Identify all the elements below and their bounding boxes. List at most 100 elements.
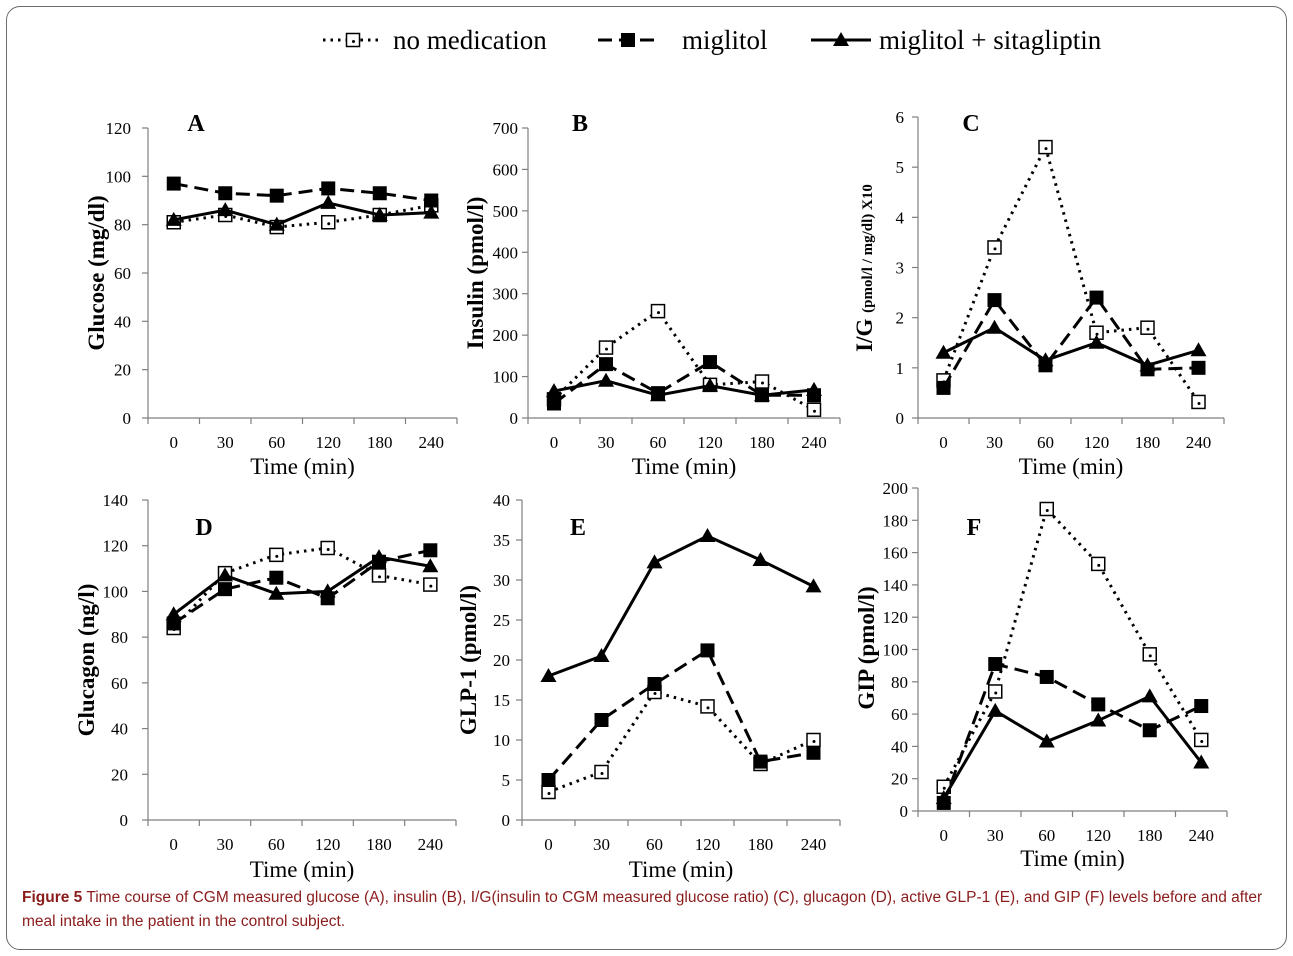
y-tick-label: 0 — [510, 409, 519, 428]
series-2 — [166, 543, 438, 631]
data-point — [1191, 360, 1206, 375]
data-point — [166, 176, 181, 191]
y-tick-label: 40 — [114, 312, 131, 331]
series-2 — [936, 657, 1209, 810]
data-point — [320, 540, 335, 556]
data-point — [754, 374, 770, 389]
data-point — [593, 648, 610, 662]
data-point — [319, 583, 336, 598]
data-point — [936, 380, 951, 395]
data-point — [268, 585, 285, 600]
x-tick-label: 240 — [801, 835, 827, 854]
series-line — [172, 546, 431, 630]
x-tick-label: 120 — [315, 835, 341, 854]
data-point — [935, 344, 952, 359]
data-point — [988, 657, 1003, 672]
data-point — [1190, 342, 1207, 357]
data-point — [269, 547, 284, 563]
panel-f: 0 20 40 60 80 100 120 140 160 180 200 0 30 60 120 180 24… — [854, 479, 1228, 871]
x-tick-label: 60 — [650, 433, 667, 452]
y-tick-label: 160 — [883, 544, 909, 563]
x-tick-label: 30 — [598, 433, 615, 452]
legend-label: miglitol — [682, 25, 768, 55]
y-tick-label: 200 — [493, 326, 519, 345]
caption-label: Figure 5 — [22, 889, 83, 906]
y-tick-label: 4 — [896, 208, 905, 227]
x-tick-label: 120 — [1084, 433, 1110, 452]
x-tick-label: 240 — [1189, 826, 1215, 845]
data-point — [1039, 501, 1054, 517]
x-tick-label: 60 — [268, 433, 285, 452]
data-point-dot — [942, 786, 946, 790]
x-tick-label: 30 — [593, 835, 610, 854]
y-tick-label: 60 — [891, 705, 908, 724]
panel-letter: B — [572, 111, 588, 137]
series-line — [173, 203, 432, 229]
data-point-dot — [812, 740, 816, 743]
data-point-dot — [600, 772, 604, 775]
data-point — [646, 554, 663, 569]
data-point — [754, 387, 770, 402]
data-point-dot — [653, 692, 657, 695]
y-tick-label: 80 — [111, 628, 128, 647]
x-tick-label: 30 — [986, 433, 1003, 452]
x-axis-label: Time (min) — [632, 454, 737, 479]
data-point-dot — [1045, 508, 1049, 512]
series-2 — [166, 176, 439, 208]
data-point — [321, 215, 336, 230]
series-line — [942, 694, 1203, 799]
y-tick-label: 60 — [114, 264, 131, 283]
data-point-dot — [1146, 327, 1150, 331]
data-point-dot — [993, 247, 997, 251]
data-point — [218, 582, 232, 597]
x-tick-label: 0 — [939, 433, 948, 452]
data-point — [699, 528, 716, 542]
panel-letter: E — [570, 515, 586, 541]
data-point-dot — [1097, 563, 1101, 567]
y-tick-label: 0 — [900, 802, 909, 821]
x-tick-label: 0 — [170, 433, 179, 452]
figure-frame — [6, 6, 1287, 950]
legend-marker — [621, 33, 635, 47]
x-tick-label: 0 — [940, 826, 949, 845]
series-line — [173, 182, 432, 202]
y-tick-label: 300 — [493, 285, 519, 304]
x-tick-label: 60 — [1038, 826, 1055, 845]
y-tick-label: 80 — [114, 216, 131, 235]
y-tick-label: 60 — [111, 674, 128, 693]
data-point-dot — [813, 409, 816, 413]
data-point — [422, 558, 439, 573]
caption-text: Time course of CGM measured glucose (A),… — [22, 889, 1263, 930]
data-point-dot — [1200, 739, 1204, 743]
panel-d: 0 20 40 60 80 100 120 140 0 30 60 120 180 240 Time (mi… — [74, 491, 457, 882]
data-point — [700, 643, 715, 658]
data-point — [423, 204, 440, 219]
y-tick-label: 20 — [493, 651, 510, 670]
x-axis-label: Time (min) — [250, 857, 355, 882]
x-axis-label: Time (min) — [1020, 846, 1125, 871]
series-line — [553, 379, 815, 397]
data-point — [1140, 320, 1155, 335]
y-tick-label: 600 — [493, 160, 519, 179]
data-point — [1194, 699, 1209, 714]
data-point-dot — [275, 554, 279, 558]
series-line — [942, 506, 1203, 788]
y-axis-label: I/G (pmol/l / mg/dl) X10 — [852, 184, 877, 352]
x-tick-label: 120 — [695, 835, 721, 854]
data-point — [321, 181, 336, 196]
y-tick-label: 35 — [493, 531, 510, 550]
x-tick-label: 180 — [366, 835, 392, 854]
data-point — [1142, 723, 1157, 738]
y-axis-label: Glucagon (ng/l) — [74, 584, 99, 737]
data-point — [1088, 334, 1105, 349]
y-tick-label: 20 — [114, 361, 131, 380]
x-tick-label: 30 — [217, 433, 234, 452]
data-point — [987, 702, 1004, 717]
x-tick-label: 240 — [419, 433, 445, 452]
data-point-dot — [378, 575, 381, 579]
data-point — [541, 773, 556, 787]
data-point — [371, 568, 387, 583]
data-point — [650, 303, 666, 319]
y-tick-label: 10 — [493, 731, 510, 750]
